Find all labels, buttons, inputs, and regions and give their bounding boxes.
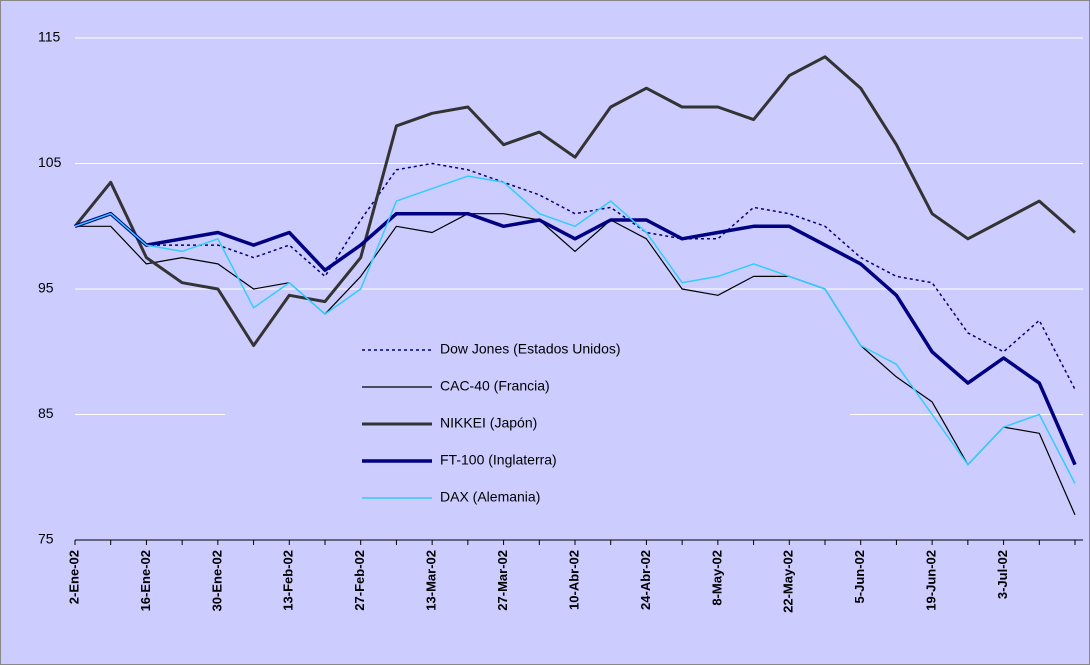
series-line	[73, 55, 1076, 347]
x-tick-label: 27-Feb-02	[352, 550, 367, 611]
x-tick-label: 2-Ene-02	[66, 550, 81, 604]
y-tick-label: 75	[38, 531, 54, 547]
legend-background	[225, 328, 850, 528]
legend-label: NIKKEI (Japón)	[440, 415, 537, 431]
x-tick-label: 22-May-02	[781, 550, 796, 613]
legend-label: CAC-40 (Francia)	[440, 378, 550, 394]
series-line	[74, 162, 1076, 390]
x-tick-label: 27-Mar-02	[495, 550, 510, 611]
y-tick-label: 105	[38, 154, 62, 170]
x-tick-label: 13-Mar-02	[424, 550, 439, 611]
series-line	[74, 175, 1076, 484]
legend-label: DAX (Alemania)	[440, 489, 540, 505]
x-tick-label: 13-Feb-02	[281, 550, 296, 611]
legend-label: Dow Jones (Estados Unidos)	[440, 341, 621, 357]
x-tick-label: 5-Jun-02	[852, 550, 867, 603]
x-tick-label: 19-Jun-02	[924, 550, 939, 611]
x-tick-label: 8-May-02	[709, 550, 724, 606]
y-tick-label: 115	[38, 29, 61, 45]
legend-label: FT-100 (Inglaterra)	[440, 452, 557, 468]
x-tick-label: 24-Abr-02	[638, 550, 653, 610]
x-tick-label: 16-Ene-02	[138, 550, 153, 611]
y-tick-label: 85	[38, 405, 54, 421]
x-tick-label: 3-Jul-02	[995, 550, 1010, 599]
series-line	[75, 213, 1076, 516]
x-tick-label: 30-Ene-02	[209, 550, 224, 611]
y-tick-label: 95	[38, 280, 54, 296]
series-line	[74, 211, 1077, 466]
x-tick-label: 10-Abr-02	[566, 550, 581, 610]
